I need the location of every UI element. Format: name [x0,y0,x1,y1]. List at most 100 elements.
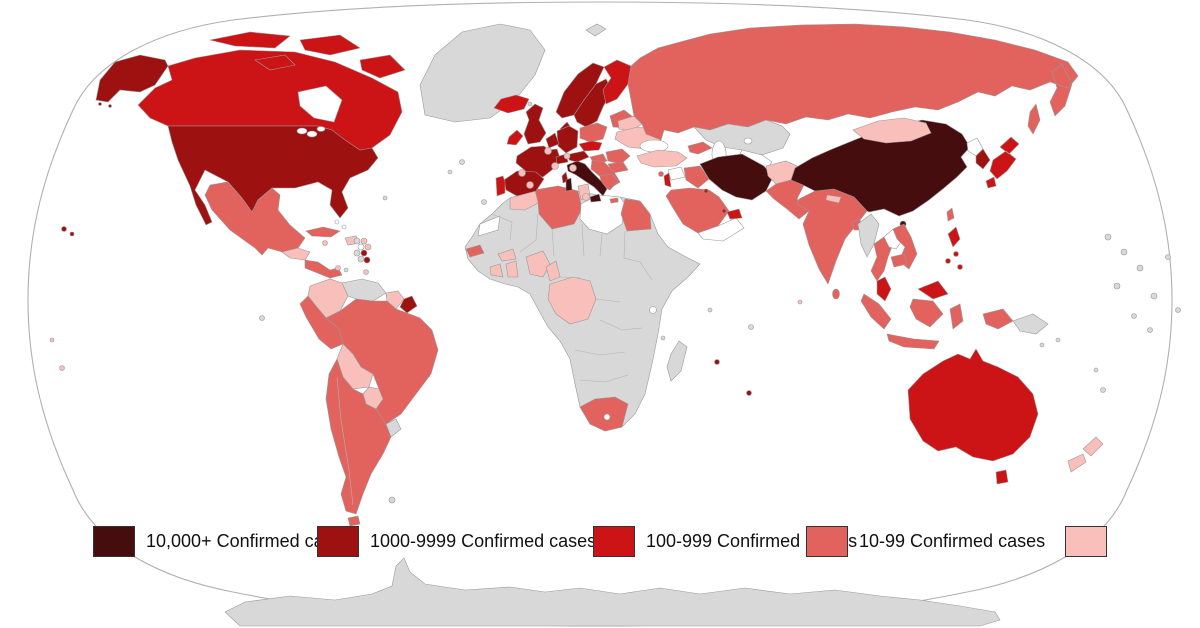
island-dot [953,251,959,257]
black-sea [639,139,669,153]
country-papua-new-guinea [1012,313,1049,335]
country-india [796,188,868,285]
island-dot [334,219,340,225]
island-dot [259,315,265,321]
great-lakes [296,127,308,135]
country-czech-slovakia [578,140,603,152]
aral-sea [743,137,753,145]
island-dot [1113,282,1121,290]
country-french-guiana [399,295,418,314]
island-dot [1150,292,1158,300]
island-dot [1039,342,1045,348]
island-dot [797,299,803,305]
island-dot [721,208,727,214]
island-dot [343,267,349,273]
country-south-korea [975,148,991,170]
country-western-sahara [477,215,501,237]
country-finland [602,59,632,105]
country-jamaica [322,240,328,246]
country-australia [907,348,1039,485]
country-gulf-states [726,208,743,220]
country-germany [556,125,579,154]
country-malaysia [876,276,949,302]
island-dot [360,237,368,245]
legend-swatch-1000-9999 [317,526,359,557]
legend-label: 10-99 Confirmed cases [859,531,1046,551]
country-cyprus [658,171,664,177]
island-dot [49,337,55,343]
legend-swatch-1-9 [1065,526,1107,557]
country-svalbard [585,23,607,37]
island-dot [388,496,396,504]
island-dot [526,181,534,189]
country-sri-lanka [832,288,840,300]
hudson-bay [297,85,343,123]
pacific-island-dots [1039,233,1181,393]
island-dot [1093,367,1099,373]
island-dot [1175,307,1181,313]
country-poland [579,122,608,143]
country-caucasus [687,141,713,155]
lake-victoria [649,306,657,314]
island-dot [459,159,465,165]
island-dot [360,249,368,257]
africa-borders [491,213,653,383]
island-dot [353,237,361,245]
country-cameroon [545,260,561,282]
island-dot [518,169,526,177]
country-venezuela [341,278,387,302]
island-dot [563,152,571,160]
island-dot [59,365,65,371]
legend-swatch-100-999 [593,526,635,557]
country-portugal [495,175,506,197]
legend-item-10000-plus: 10,000+ Confirmed cases [93,526,352,557]
country-senegal [465,244,485,258]
country-turkey [636,149,688,168]
country-central-america-north [281,247,311,261]
country-argentina-chile [325,358,392,527]
country-lesotho [603,413,611,421]
country-alaska [95,54,169,103]
country-laos [883,228,904,250]
island-dot [335,265,341,271]
country-cambodia [890,253,908,268]
country-burkina-faso [497,248,517,262]
island-dot [551,162,559,170]
country-norway [555,62,605,119]
country-dr-congo [547,276,597,325]
island-dot [957,264,963,270]
country-ghana [505,260,519,278]
country-usa [167,125,379,226]
hawaii-dot [61,226,67,232]
country-romania [605,148,631,165]
island-dot [1100,387,1106,393]
country-ivory-coast [489,263,504,278]
country-new-zealand [1067,436,1104,473]
country-iceland [493,94,530,114]
country-syria [667,166,686,181]
country-austria [568,150,590,163]
argentina-chile-border [336,377,354,506]
legend-item-1000-9999: 1000-9999 Confirmed cases [317,526,596,557]
great-lakes [306,130,318,138]
country-taiwan [946,207,955,222]
country-indonesia [860,293,1014,350]
island-dot [1131,313,1137,319]
island-dot [1104,233,1112,241]
country-peru-ecuador [299,295,344,350]
island-dot [714,359,720,365]
country-antarctica [224,557,1001,627]
country-nigeria [525,250,551,278]
island-dot [1055,337,1061,343]
european-microstates [518,147,590,201]
island-dot [1147,327,1153,333]
island-dot [748,324,754,330]
island-dot [746,390,752,396]
island-dot [1165,254,1171,260]
island-dot [703,188,709,194]
legend-swatch-10-99 [806,526,848,557]
country-uk [523,103,547,145]
country-egypt [620,198,652,232]
